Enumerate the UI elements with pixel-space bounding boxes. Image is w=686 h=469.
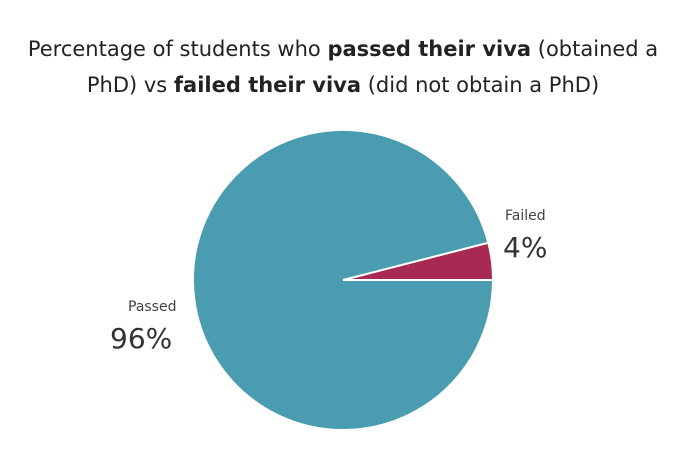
title-run: PhD) vs [87, 73, 174, 97]
slice-value-label: 96% [110, 322, 172, 355]
chart-title: Percentage of students who passed their … [28, 37, 658, 61]
slice-category-label: Passed [128, 299, 176, 315]
title-run: passed their viva [327, 37, 531, 61]
chart-title: PhD) vs failed their viva (did not obtai… [87, 73, 599, 97]
pie-slice [192, 129, 495, 431]
title-run: (did not obtain a PhD) [361, 73, 599, 97]
title-run: failed their viva [174, 73, 361, 97]
title-run: Percentage of students who [28, 37, 328, 61]
slice-category-label: Failed [505, 208, 546, 224]
slice-value-label: 4% [503, 231, 547, 264]
title-run: (obtained a [531, 37, 658, 61]
